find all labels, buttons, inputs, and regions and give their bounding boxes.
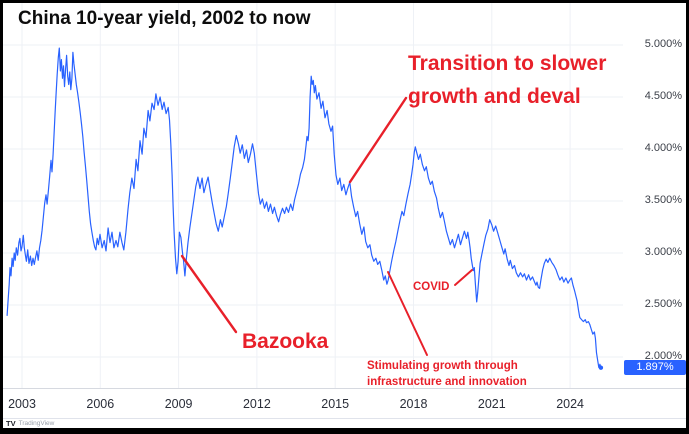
x-axis-label: 2003 [8,397,36,411]
x-axis-label: 2024 [556,397,584,411]
yield-line [6,47,602,369]
frame-border-left [0,0,3,434]
annotation-line-stimulating [387,271,428,356]
time-axis[interactable]: 2003 2006 2009 2012 2015 2018 2021 2024 [0,389,689,418]
x-axis-label: 2015 [321,397,350,411]
chart-title: China 10-year yield, 2002 to now [18,8,311,29]
frame-border-right [686,0,689,434]
annotation-transition: Transition to slower growth and deval [408,52,607,108]
time-axis-separator [3,388,686,389]
frame-border-bottom [0,428,689,434]
y-axis-label: 4.500% [644,90,682,102]
price-axis[interactable]: 5.000% 4.500% 4.000% 3.500% 3.000% 2.500% 2.00… [623,3,686,388]
y-axis-label: 5.000% [644,38,682,50]
tradingview-icon: TV [6,419,16,428]
annotation-bazooka: Bazooka [242,330,329,353]
plot-area[interactable] [0,0,623,388]
y-axis-label: 3.500% [644,194,682,206]
x-axis-label: 2018 [399,397,428,411]
tradingview-wordmark: TradingView [18,420,55,427]
last-point-marker [598,365,604,370]
last-price-badge: 1.897% [624,360,686,376]
annotation-covid: COVID [413,281,450,293]
y-axis-label: 2.000% [644,350,682,362]
frame-border-top [0,0,689,3]
y-axis-label: 3.000% [644,246,682,258]
y-axis-label: 4.000% [644,142,682,154]
annotation-line-bazooka [180,254,238,334]
y-axis-label: 2.500% [644,298,682,310]
credit-separator [3,418,686,419]
annotation-line-covid [454,269,473,286]
x-axis-label: 2012 [242,397,271,411]
credit-row [0,419,689,428]
x-axis-label: 2021 [477,397,506,411]
tradingview-logo[interactable]: TV TradingView [6,419,54,428]
annotation-stimulating: Stimulating growth through infrastructur… [367,360,527,388]
x-axis-label: 2009 [164,397,193,411]
x-axis-label: 2006 [86,397,115,411]
annotation-line-transition [348,96,408,184]
